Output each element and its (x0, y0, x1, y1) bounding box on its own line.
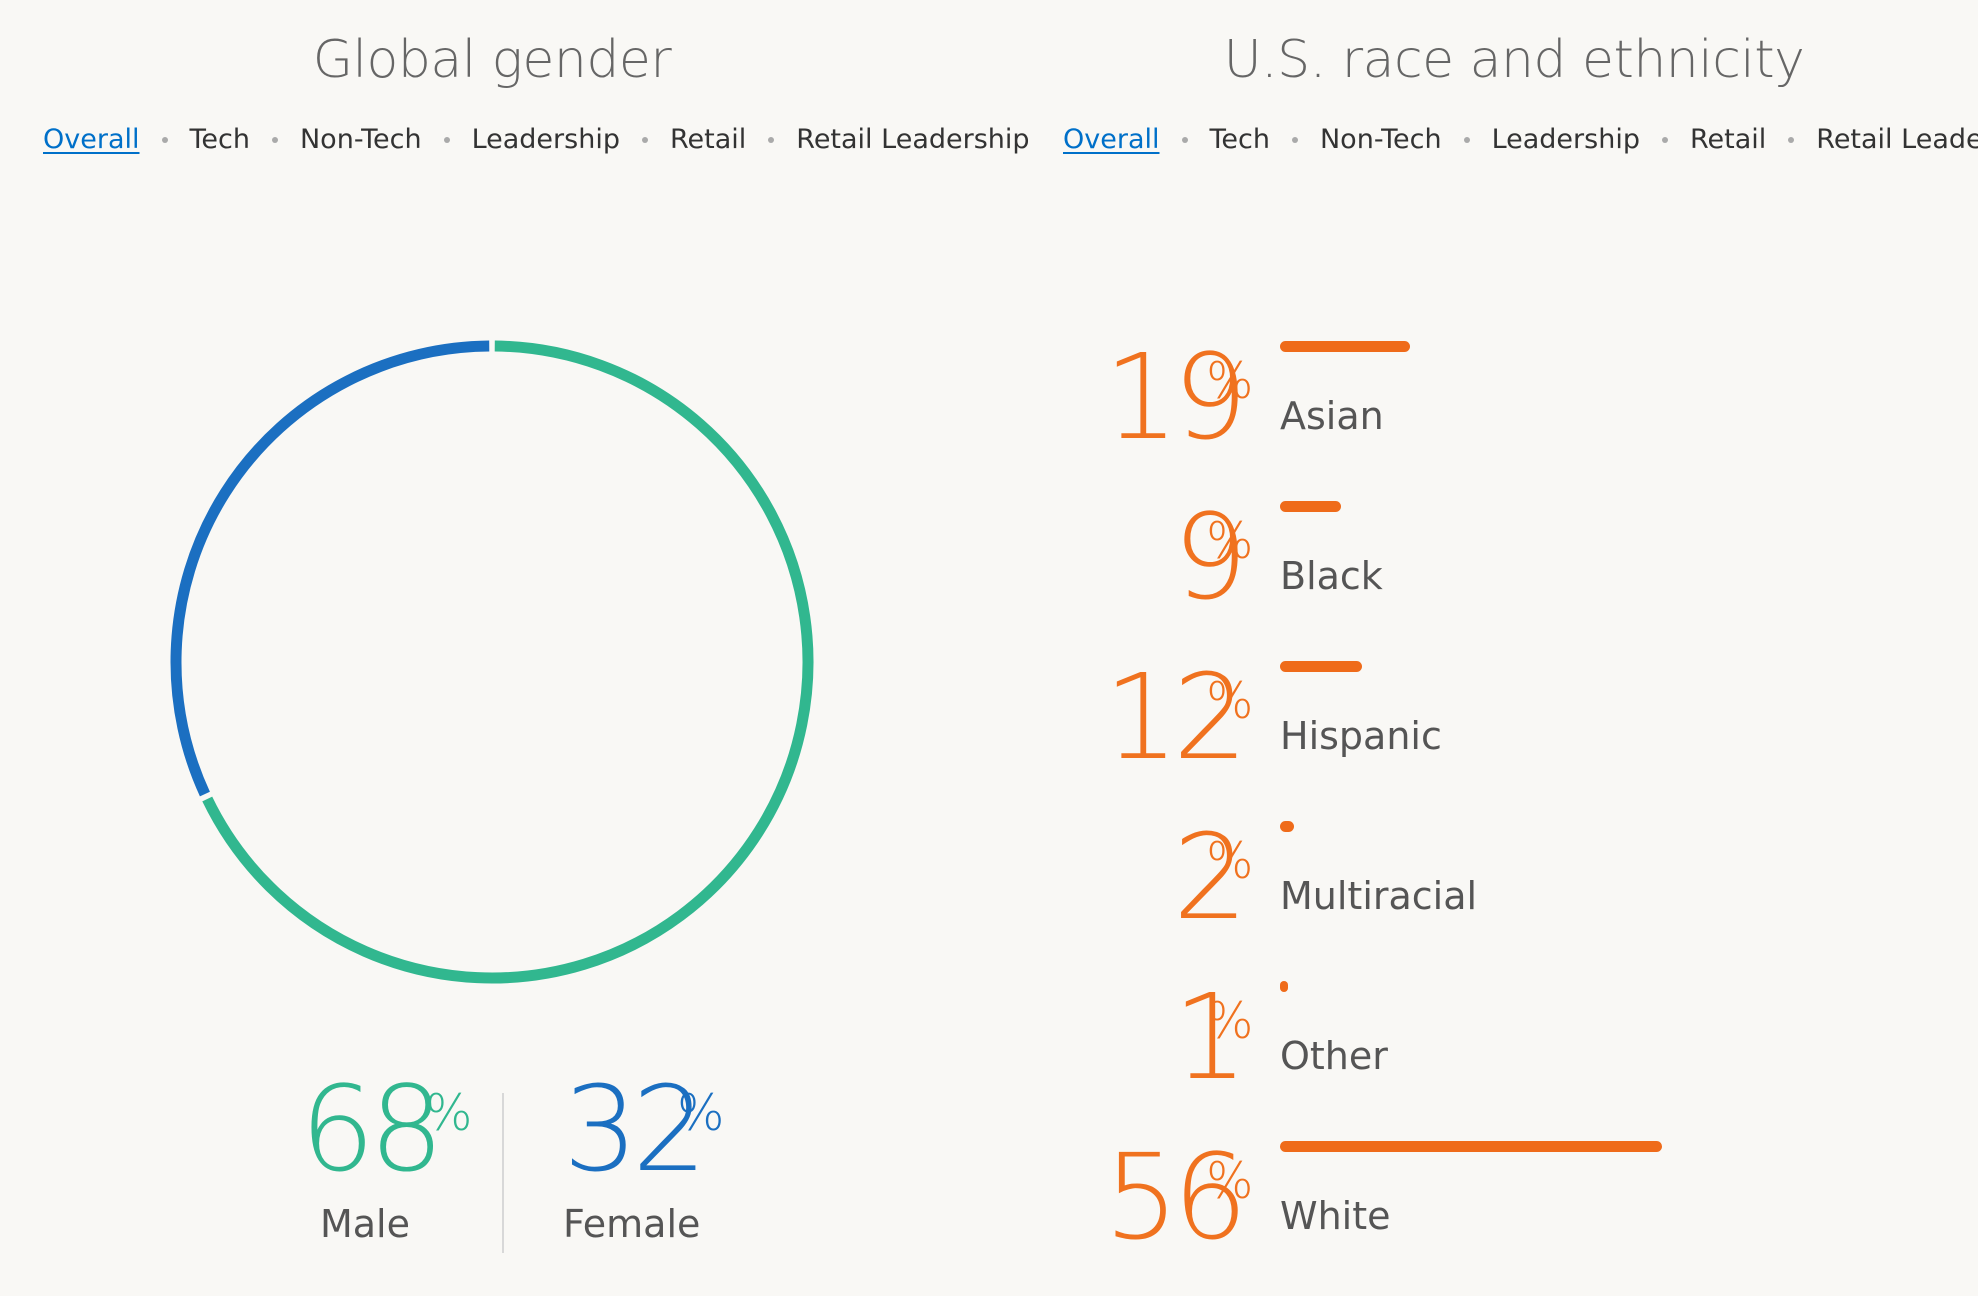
race-bar-white (1280, 1141, 1662, 1152)
nav-separator-dot (1788, 136, 1795, 143)
gender-filter-retail[interactable]: Retail (669, 124, 747, 155)
male-percentage-value: 68 (300, 1060, 444, 1198)
race-filter-tech[interactable]: Tech (1209, 124, 1270, 155)
race-section-title: U.S. race and ethnicity (1223, 30, 1805, 90)
race-filter-nav: Overall Tech Non-Tech Leadership Retail Retai… (1063, 124, 1978, 155)
nav-separator-dot (271, 136, 278, 143)
race-bar-asian (1280, 341, 1410, 352)
race-value-asian: 19 (1103, 328, 1248, 466)
race-bar-black (1280, 501, 1342, 512)
race-row-white: 56% White (1060, 1136, 1960, 1296)
race-label-hispanic: Hispanic (1280, 714, 1442, 758)
nav-separator-dot (768, 136, 775, 143)
race-value-black: 9 (1172, 488, 1248, 626)
race-row-black: 9% Black (1060, 496, 1960, 656)
race-row-multiracial: 2% Multiracial (1060, 816, 1960, 976)
nav-separator-dot (1661, 136, 1668, 143)
race-percent-sign-asian: % (1206, 352, 1254, 410)
race-bar-other (1280, 981, 1288, 992)
gender-section-title: Global gender (312, 30, 672, 90)
female-percentage-value: 32 (563, 1060, 707, 1198)
donut-slice-female (170, 340, 490, 797)
race-label-white: White (1280, 1194, 1391, 1238)
female-label: Female (563, 1202, 701, 1246)
race-percent-sign-black: % (1206, 512, 1254, 570)
gender-donut-chart (170, 340, 814, 984)
gender-filter-leadership[interactable]: Leadership (471, 124, 620, 155)
race-percent-sign-hispanic: % (1206, 672, 1254, 730)
race-value-hispanic: 12 (1103, 648, 1248, 786)
race-label-asian: Asian (1280, 394, 1384, 438)
race-row-other: 1% Other (1060, 976, 1960, 1136)
nav-separator-dot (1291, 136, 1298, 143)
race-value-white: 56 (1103, 1128, 1248, 1266)
gender-filter-nav: Overall Tech Non-Tech Leadership Retail Retai… (43, 124, 1030, 155)
nav-separator-dot (1463, 136, 1470, 143)
race-percent-sign-multiracial: % (1206, 832, 1254, 890)
male-percent-sign: % (425, 1084, 473, 1142)
race-filter-overall[interactable]: Overall (1063, 124, 1160, 155)
race-row-hispanic: 12% Hispanic (1060, 656, 1960, 816)
gender-filter-retail-leadership[interactable]: Retail Leadership (796, 124, 1030, 155)
gender-stats-divider (502, 1093, 504, 1253)
race-label-black: Black (1280, 554, 1383, 598)
race-filter-non-tech[interactable]: Non-Tech (1319, 124, 1442, 155)
race-value-other: 1 (1172, 968, 1248, 1106)
race-label-multiracial: Multiracial (1280, 874, 1478, 918)
female-percent-sign: % (677, 1084, 725, 1142)
nav-separator-dot (161, 136, 168, 143)
race-filter-retail-leadership[interactable]: Retail Leadership (1816, 124, 1978, 155)
race-value-multiracial: 2 (1172, 808, 1248, 946)
race-bar-multiracial (1280, 821, 1294, 832)
gender-filter-overall[interactable]: Overall (43, 124, 140, 155)
male-label: Male (319, 1202, 410, 1246)
race-filter-leadership[interactable]: Leadership (1491, 124, 1640, 155)
race-label-other: Other (1280, 1034, 1388, 1078)
race-filter-retail[interactable]: Retail (1689, 124, 1767, 155)
race-row-asian: 19% Asian (1060, 336, 1960, 496)
race-percent-sign-white: % (1206, 1152, 1254, 1210)
nav-separator-dot (1181, 136, 1188, 143)
donut-slice-male (202, 340, 814, 984)
nav-separator-dot (443, 136, 450, 143)
gender-filter-non-tech[interactable]: Non-Tech (299, 124, 422, 155)
race-bar-hispanic (1280, 661, 1362, 672)
race-percent-sign-other: % (1206, 992, 1254, 1050)
nav-separator-dot (641, 136, 648, 143)
gender-filter-tech[interactable]: Tech (189, 124, 250, 155)
